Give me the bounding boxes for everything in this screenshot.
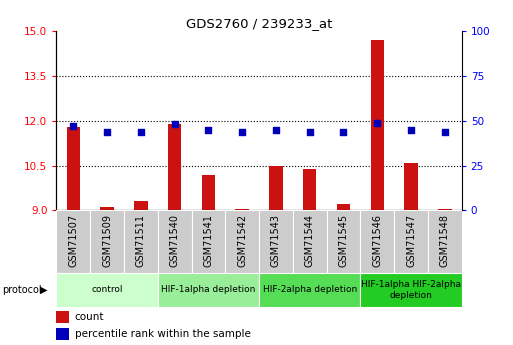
Bar — [259, 210, 293, 273]
Bar — [202, 175, 215, 210]
Point — [306, 129, 314, 134]
Bar — [56, 273, 157, 307]
Bar — [90, 210, 124, 273]
Bar — [337, 205, 350, 210]
Point — [441, 129, 449, 134]
Text: GSM71540: GSM71540 — [170, 214, 180, 267]
Bar — [404, 162, 418, 210]
Bar — [370, 40, 384, 210]
Bar — [56, 210, 90, 273]
Bar — [303, 169, 317, 210]
Text: GSM71545: GSM71545 — [339, 214, 348, 267]
Bar — [438, 209, 451, 210]
Bar — [259, 273, 360, 307]
Bar — [428, 210, 462, 273]
Bar — [124, 210, 158, 273]
Point — [170, 121, 179, 127]
Bar — [191, 210, 225, 273]
Bar — [134, 201, 148, 210]
Bar — [293, 210, 327, 273]
Point — [272, 127, 280, 132]
Text: percentile rank within the sample: percentile rank within the sample — [75, 329, 250, 339]
Bar — [360, 210, 394, 273]
Bar — [157, 210, 191, 273]
Point — [373, 120, 381, 125]
Bar — [56, 328, 69, 340]
Bar — [360, 273, 462, 307]
Text: control: control — [91, 285, 123, 294]
Point — [137, 129, 145, 134]
Text: HIF-1alpha depletion: HIF-1alpha depletion — [161, 285, 255, 294]
Text: GSM71509: GSM71509 — [102, 214, 112, 267]
Text: GSM71547: GSM71547 — [406, 214, 416, 267]
Bar — [394, 210, 428, 273]
Bar — [157, 273, 259, 307]
Text: protocol: protocol — [3, 285, 42, 295]
Point — [204, 127, 212, 132]
Text: GSM71507: GSM71507 — [68, 214, 78, 267]
Text: count: count — [75, 312, 104, 322]
Text: GSM71542: GSM71542 — [237, 214, 247, 267]
Text: GSM71541: GSM71541 — [204, 214, 213, 267]
Bar — [269, 166, 283, 210]
Point — [340, 129, 348, 134]
Text: GSM71544: GSM71544 — [305, 214, 314, 267]
Point — [238, 129, 246, 134]
Text: ▶: ▶ — [40, 285, 47, 295]
Bar — [101, 207, 114, 210]
Text: GSM71511: GSM71511 — [136, 214, 146, 267]
Point — [407, 127, 415, 132]
Text: HIF-1alpha HIF-2alpha
depletion: HIF-1alpha HIF-2alpha depletion — [361, 280, 461, 299]
Point — [69, 124, 77, 129]
Text: GSM71546: GSM71546 — [372, 214, 382, 267]
Bar — [235, 209, 249, 210]
Bar — [56, 310, 69, 323]
Bar — [327, 210, 360, 273]
Text: GSM71543: GSM71543 — [271, 214, 281, 267]
Text: GSM71548: GSM71548 — [440, 214, 450, 267]
Point — [103, 129, 111, 134]
Bar — [225, 210, 259, 273]
Bar — [67, 127, 80, 210]
Text: HIF-2alpha depletion: HIF-2alpha depletion — [263, 285, 357, 294]
Bar — [168, 124, 182, 210]
Title: GDS2760 / 239233_at: GDS2760 / 239233_at — [186, 17, 332, 30]
